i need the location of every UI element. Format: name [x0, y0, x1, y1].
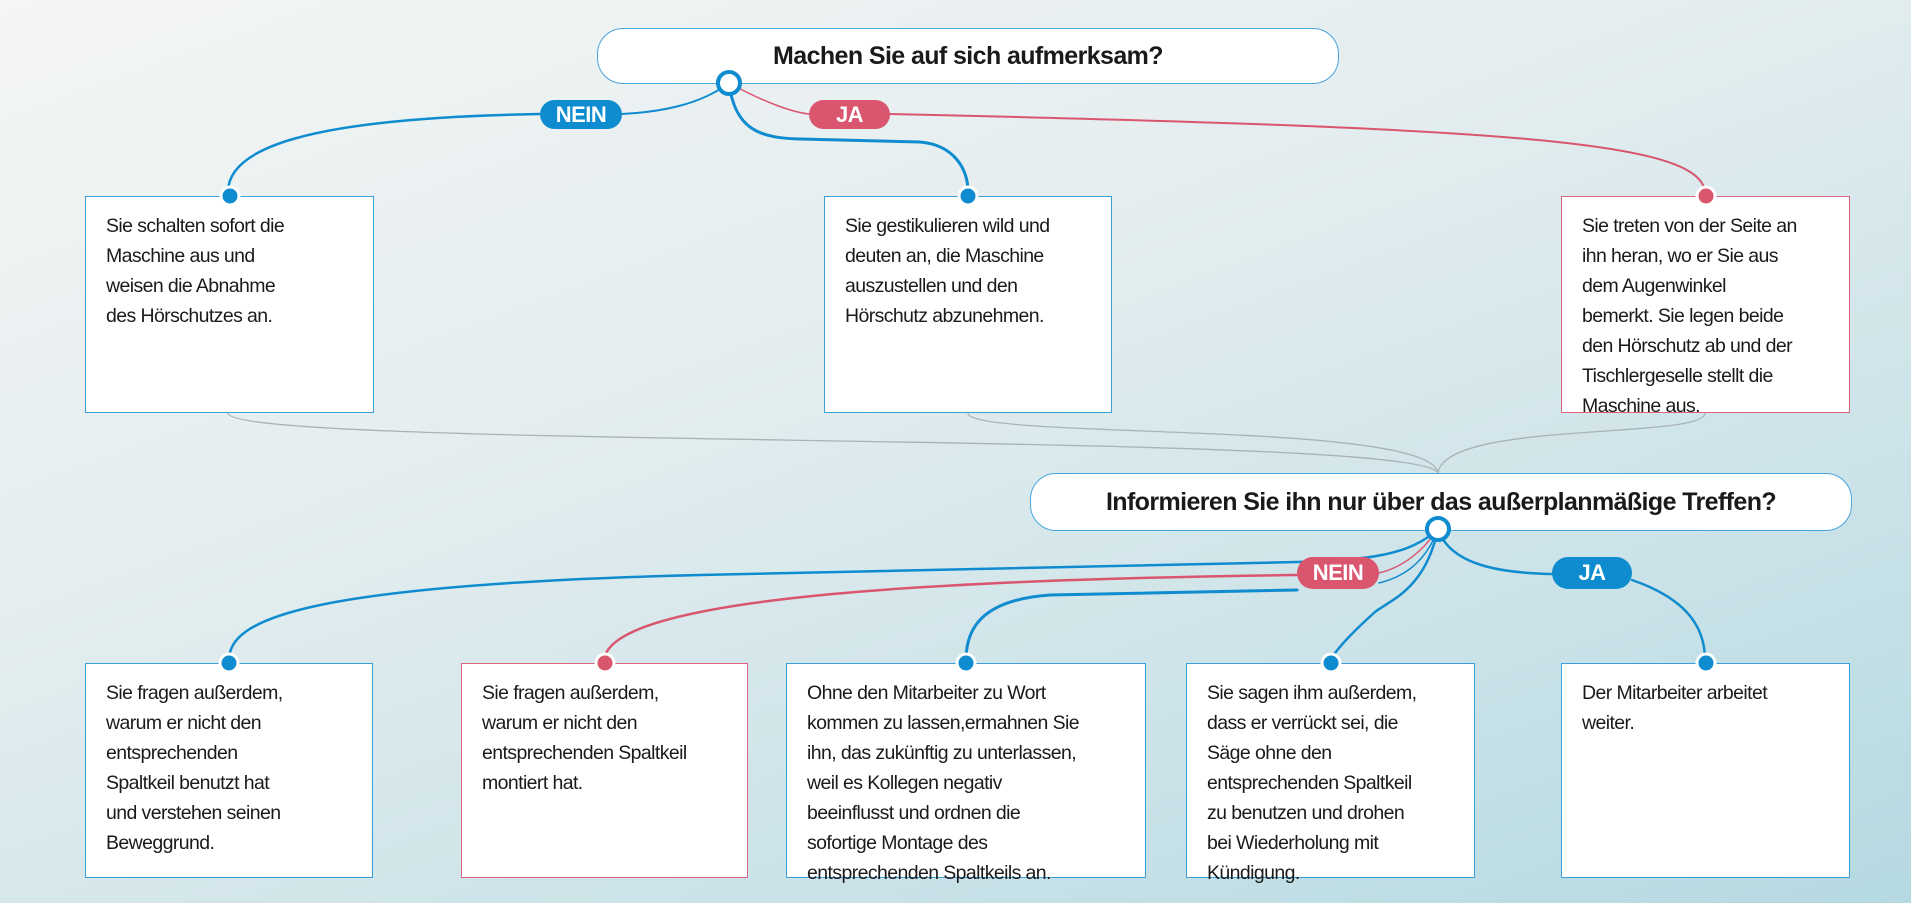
- answer-text-line: zu benutzen und drohen: [1207, 802, 1405, 824]
- connector-dot: [219, 185, 240, 207]
- answer-text-line: Sie treten von der Seite an: [1582, 215, 1797, 237]
- question1-answer-box: Sie gestikulieren wild und deuten an, die…: [824, 196, 1112, 413]
- connector-dot: [1695, 652, 1716, 674]
- link-nein-1: [621, 82, 730, 115]
- connector-dot: [1320, 652, 1341, 674]
- link-nein-2: [727, 81, 970, 194]
- answer-text-line: montiert hat.: [482, 772, 583, 794]
- answer-text-line: entsprechenden Spaltkeil: [482, 742, 687, 764]
- question2-answer-box: Ohne den Mitarbeiter zu Wort kommen zu la…: [786, 663, 1146, 884]
- answer-text-line: Ohne den Mitarbeiter zu Wort: [807, 682, 1046, 704]
- question-2: Informieren Sie ihn nur über das außerpl…: [1030, 473, 1852, 531]
- answer-text-line: warum er nicht den: [106, 712, 262, 734]
- question-2-yes-label: JA: [1552, 557, 1632, 589]
- merge-line: [967, 412, 1439, 474]
- answer-text-line: bei Wiederholung mit: [1207, 832, 1379, 854]
- question-1-text: Machen Sie auf sich aufmerksam?: [773, 41, 1163, 70]
- merge-line: [227, 412, 1439, 474]
- answer-text-line: Hörschutz abzunehmen.: [845, 305, 1044, 327]
- answer-text-line: Sie sagen ihm außerdem,: [1207, 682, 1417, 704]
- answer-text-line: Tischlergeselle stellt die: [1582, 365, 1773, 387]
- answer-text-line: Sie gestikulieren wild und: [845, 215, 1050, 237]
- link2-ja-1: [1436, 527, 1554, 576]
- answer-text-line: dass er verrückt sei, die: [1207, 712, 1399, 734]
- answer-text-line: weiter.: [1582, 712, 1635, 734]
- answer-text-line: Kündigung.: [1207, 862, 1300, 884]
- answer-text-line: beeinflusst und ordnen die: [807, 802, 1021, 824]
- answer-text-line: entsprechenden: [106, 742, 238, 764]
- connector-dot: [955, 652, 977, 674]
- link2-nein-2b: [602, 573, 1299, 662]
- question2-answer-box: Der Mitarbeiter arbeitet weiter.: [1561, 663, 1850, 878]
- answer-text-line: ihn, das zukünftig zu unterlassen,: [807, 742, 1077, 764]
- link-ja-1b: [889, 113, 1706, 193]
- link-nein-1b: [226, 112, 542, 194]
- answer-text-line: weil es Kollegen negativ: [807, 772, 1002, 794]
- question1-answer-box: Sie schalten sofort die Maschine aus und w…: [85, 196, 374, 413]
- answer-text-line: weisen die Abnahme: [106, 275, 276, 297]
- question-2-text: Informieren Sie ihn nur über das außerpl…: [1105, 487, 1777, 516]
- question1-answer-box: Sie treten von der Seite an ihn heran, wo…: [1561, 196, 1850, 417]
- answer-text-line: des Hörschutzes an.: [106, 305, 273, 327]
- connector-dot: [1695, 185, 1716, 207]
- answer-text-line: entsprechenden Spaltkeils an.: [807, 862, 1051, 884]
- question-1-yes-label: JA: [809, 100, 890, 129]
- answer-text-line: Spaltkeil benutzt hat: [106, 772, 270, 794]
- question2-answer-box: Sie fragen außerdem, warum er nicht den en…: [461, 663, 748, 878]
- answer-text-line: sofortige Montage des: [807, 832, 988, 854]
- answer-text-line: dem Augenwinkel: [1582, 275, 1726, 297]
- answer-text-line: Der Mitarbeiter arbeitet: [1582, 682, 1768, 704]
- question-2-no-label: NEIN: [1297, 557, 1379, 589]
- answer-text-line: Maschine aus.: [1582, 395, 1701, 417]
- connector-dot: [594, 652, 615, 674]
- answer-text-line: warum er nicht den: [482, 712, 638, 734]
- link2-nein-4: [1328, 527, 1440, 662]
- answer-text-line: Sie fragen außerdem,: [482, 682, 659, 704]
- answer-text-line: Sie fragen außerdem,: [106, 682, 283, 704]
- answer-text-line: kommen zu lassen,ermahnen Sie: [807, 712, 1080, 734]
- link2-ja-1b: [1630, 578, 1707, 662]
- connector-dot: [957, 185, 979, 207]
- question-1-no-label: NEIN: [540, 100, 622, 129]
- answer-text-line: ihn heran, wo er Sie aus: [1582, 245, 1779, 267]
- answer-text-line: Beweggrund.: [106, 832, 215, 854]
- answer-text-line: Maschine aus und: [106, 245, 255, 267]
- answer-text-line: auszustellen und den: [845, 275, 1018, 297]
- answer-text-line: den Hörschutz ab und der: [1582, 335, 1793, 357]
- answer-text-line: bemerkt. Sie legen beide: [1582, 305, 1784, 327]
- merge-line: [1437, 412, 1706, 474]
- question2-answer-box: Sie fragen außerdem, warum er nicht den en…: [85, 663, 373, 878]
- connector-dot: [218, 652, 240, 674]
- answer-text-line: Säge ohne den: [1207, 742, 1332, 764]
- link2-nein-3b: [964, 588, 1299, 662]
- question-2-node: [1425, 516, 1451, 542]
- question2-answer-box: Sie sagen ihm außerdem, dass er verrückt …: [1186, 663, 1475, 884]
- answer-text-line: Sie schalten sofort die: [106, 215, 285, 237]
- answer-text-line: entsprechenden Spaltkeil: [1207, 772, 1412, 794]
- question-1-node: [716, 70, 742, 96]
- question-1: Machen Sie auf sich aufmerksam?: [597, 28, 1339, 84]
- answer-text-line: und verstehen seinen: [106, 802, 281, 824]
- answer-text-line: deuten an, die Maschine: [845, 245, 1044, 267]
- link2-nein-1: [227, 527, 1440, 662]
